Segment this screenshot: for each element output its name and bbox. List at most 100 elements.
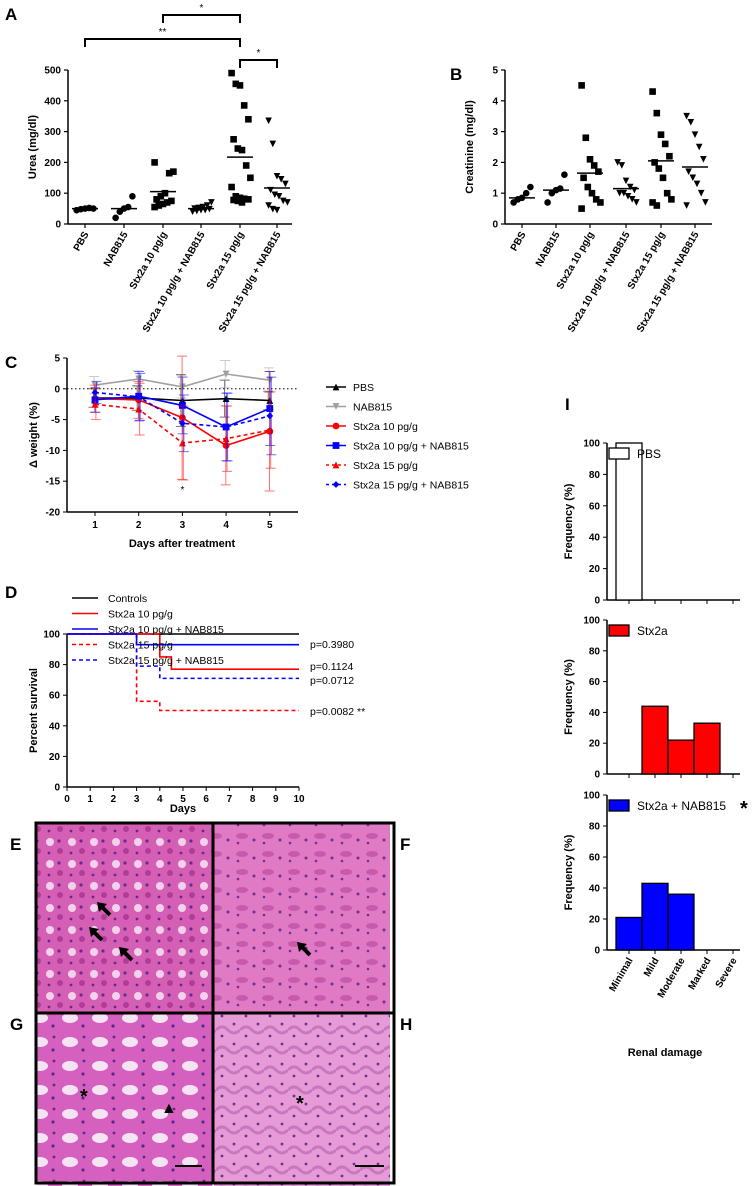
y-tick-label: 5	[54, 354, 60, 365]
x-tick-label: 3	[180, 520, 186, 531]
data-point	[588, 189, 596, 197]
data-point	[622, 177, 630, 185]
data-point	[691, 131, 699, 138]
bar	[693, 722, 721, 775]
legend-label: Stx2a 10 pg/g + NAB815	[353, 441, 469, 453]
x-tick-label: 1	[87, 794, 93, 805]
data-point	[208, 199, 215, 206]
bar	[641, 705, 669, 775]
x-axis-label: Renal damage	[628, 1047, 703, 1059]
panel-label-e: E	[10, 835, 21, 854]
data-point	[556, 185, 564, 192]
data-point	[275, 192, 283, 200]
legend-label: Stx2a 10 pg/g	[353, 421, 418, 433]
data-point	[238, 146, 246, 154]
x-tick-label: Severe	[714, 956, 740, 990]
panel-label-c: C	[5, 353, 17, 372]
y-axis-label: Percent survival	[28, 668, 40, 753]
bar	[667, 893, 695, 951]
image-e-micrograph	[37, 824, 213, 1012]
data-point	[245, 115, 252, 123]
data-point	[157, 192, 165, 200]
data-point	[168, 197, 175, 205]
histology-frame	[34, 821, 396, 1185]
survival-curve	[67, 633, 299, 680]
data-point	[236, 82, 244, 89]
significance-bracket	[162, 14, 241, 23]
data-point	[247, 174, 254, 182]
y-tick-label: 4	[492, 96, 498, 107]
data-point	[266, 412, 274, 420]
data-point	[91, 396, 99, 404]
data-point	[586, 156, 594, 163]
data-point	[657, 131, 665, 138]
x-tick-label: 6	[203, 794, 209, 805]
survival-curve	[67, 633, 299, 670]
y-tick-label: 0	[594, 770, 600, 781]
subplot-0: 0 20 40 60 80 100 Frequency (%) PBS	[563, 439, 740, 607]
series-5: Stx2a 15 pg/g + NAB815	[91, 372, 469, 492]
y-tick-label: 20	[49, 752, 61, 763]
data-point	[112, 214, 119, 222]
x-tick-label: Minimal	[607, 956, 635, 994]
data-point	[631, 186, 638, 194]
x-tick-label: PBS	[509, 230, 529, 254]
survival-curve	[67, 633, 299, 646]
series-3: Stx2a 10 pg/g + NAB815	[90, 371, 469, 462]
x-tick-label: 4	[223, 520, 229, 531]
data-point	[620, 189, 628, 197]
data-point	[151, 159, 158, 166]
p-value-label: p=0.0082 **	[310, 706, 365, 718]
series-4: Stx2a 15 pg/g	[90, 382, 418, 481]
legend-swatch	[608, 447, 630, 460]
series-line	[94, 391, 270, 428]
data-point	[273, 206, 281, 214]
y-tick-label: 20	[589, 564, 601, 575]
asterisk-marker: *	[80, 1086, 88, 1108]
legend-marker	[332, 442, 340, 449]
data-point	[265, 117, 272, 125]
data-point	[91, 389, 99, 396]
subplot-1: 0 20 40 60 80 100 Frequency (%) Stx2a	[563, 616, 740, 781]
arrow-head-icon	[97, 902, 107, 912]
legend-marker	[332, 383, 340, 391]
data-point	[155, 202, 163, 209]
data-point	[222, 423, 230, 431]
data-point	[165, 169, 173, 177]
data-point	[624, 192, 632, 200]
data-point	[277, 176, 285, 183]
data-point	[522, 189, 530, 197]
x-tick-label: 2	[136, 520, 142, 531]
y-axis-label: Urea (mg/dl)	[27, 115, 39, 180]
panel-label-a: A	[5, 5, 17, 24]
data-point	[668, 196, 675, 203]
y-tick-label: 60	[589, 853, 601, 864]
data-point	[653, 109, 661, 117]
y-tick-label: 100	[44, 189, 61, 200]
data-point	[659, 174, 667, 182]
legend-label: Stx2a	[637, 624, 668, 638]
data-point	[695, 143, 703, 151]
data-point	[284, 199, 291, 206]
x-tick-label: Stx2a 15 pg/g + NAB815	[635, 230, 702, 335]
x-tick-label: 2	[111, 794, 117, 805]
y-tick-label: 40	[589, 884, 601, 895]
image-g-micrograph	[37, 1014, 213, 1186]
legend-label: PBS	[353, 382, 374, 394]
data-point	[153, 196, 160, 203]
asterisk-marker: *	[296, 1093, 304, 1115]
y-tick-label: 0	[55, 220, 61, 231]
y-tick-label: 100	[43, 630, 60, 641]
data-point	[661, 140, 669, 148]
x-tick-label: Stx2a 15 pg/g + NAB815	[217, 230, 284, 335]
data-point	[159, 200, 167, 208]
legend-marker	[332, 422, 340, 430]
data-point	[663, 189, 671, 197]
x-tick-label: 4	[157, 794, 163, 805]
data-point	[582, 134, 590, 142]
data-point	[232, 192, 240, 200]
x-tick-label: NAB815	[102, 230, 131, 269]
data-point	[628, 196, 636, 203]
